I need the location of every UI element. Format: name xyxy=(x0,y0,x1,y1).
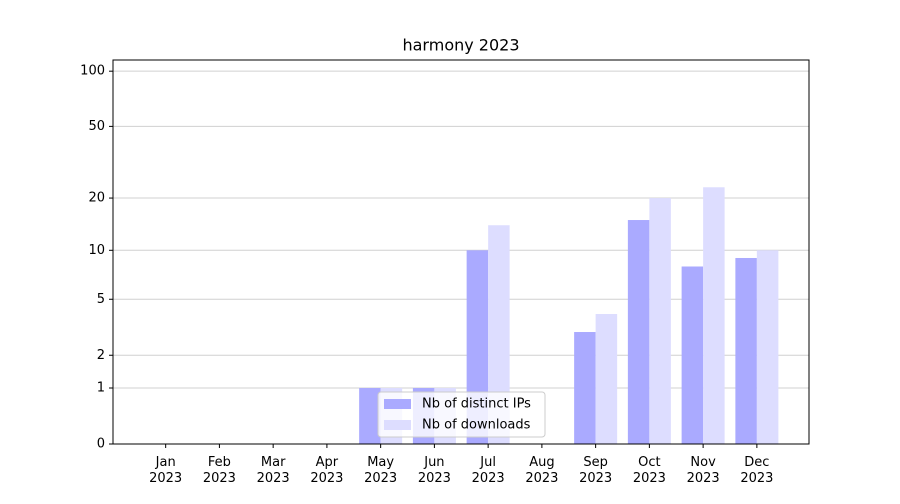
y-tick-label: 1 xyxy=(97,381,105,396)
x-tick-label: Aug 2023 xyxy=(525,455,558,486)
y-tick-label: 20 xyxy=(88,191,105,206)
legend-box xyxy=(377,391,546,438)
y-tick-label: 100 xyxy=(80,64,105,79)
y-tick-label: 10 xyxy=(88,243,105,258)
x-tick-label: Nov 2023 xyxy=(687,455,720,486)
x-tick-label: Apr 2023 xyxy=(310,455,343,486)
y-tick-label: 50 xyxy=(88,119,105,134)
y-tick-label: 2 xyxy=(97,348,105,363)
x-tick-label: Feb 2023 xyxy=(203,455,236,486)
bar xyxy=(703,187,725,444)
plot-frame xyxy=(112,59,810,445)
x-tick-label: Jun 2023 xyxy=(418,455,451,486)
x-tick-label: Jul 2023 xyxy=(472,455,505,486)
y-tick-label: 5 xyxy=(97,292,105,307)
x-tick-label: Oct 2023 xyxy=(633,455,666,486)
bar xyxy=(595,313,618,444)
x-tick-label: Dec 2023 xyxy=(740,455,773,486)
chart-title: harmony 2023 xyxy=(402,36,519,55)
x-tick-label: Sep 2023 xyxy=(579,455,612,486)
legend-label: Nb of downloads xyxy=(422,418,531,433)
bar xyxy=(574,332,596,444)
bar xyxy=(649,198,671,444)
x-tick-label: May 2023 xyxy=(364,455,397,486)
legend-label: Nb of distinct IPs xyxy=(422,397,531,412)
bar xyxy=(756,250,779,444)
x-tick-label: Mar 2023 xyxy=(257,455,290,486)
legend-swatch xyxy=(384,420,411,430)
bar xyxy=(627,220,650,444)
x-tick-label: Jan 2023 xyxy=(149,455,182,486)
bar xyxy=(681,266,704,444)
bar xyxy=(488,225,510,444)
bar xyxy=(735,257,757,444)
y-tick-label: 0 xyxy=(97,437,105,452)
legend: Nb of distinct IPs Nb of downloads xyxy=(377,391,546,438)
legend-swatch xyxy=(384,399,411,409)
bar xyxy=(359,388,381,444)
